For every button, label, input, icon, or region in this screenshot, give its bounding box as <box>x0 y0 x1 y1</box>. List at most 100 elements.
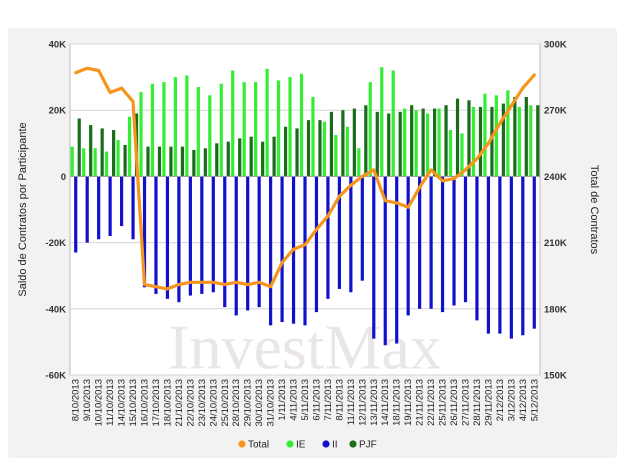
bar-ie <box>391 70 395 177</box>
bar-ie <box>471 106 476 177</box>
bar-ii <box>463 176 468 303</box>
right-axis-ticks: 300K 270K 240K 210K 180K 150K <box>544 40 567 382</box>
bar-ie <box>517 106 521 177</box>
bar-ie <box>299 73 304 177</box>
bar-ie <box>219 83 223 177</box>
bar-ii <box>97 176 101 240</box>
bar-pjf <box>398 111 402 177</box>
left-axis-ticks: 40K 20K 0 -20K -40K -60K <box>45 40 66 382</box>
bar-pjf <box>306 120 311 177</box>
bar-pjf <box>169 146 173 177</box>
bar-ie <box>334 135 338 177</box>
bar-ie <box>196 87 200 177</box>
bar-ie <box>105 151 109 177</box>
legend-label-total: Total <box>248 440 269 451</box>
x-axis-ticks: 8/10/2013 9/10/2013 10/10/2013 11/10/2013 14… <box>71 379 541 427</box>
bar-pjf <box>467 100 471 177</box>
bar-pjf <box>283 126 288 177</box>
bar-ii <box>303 176 307 326</box>
bar-ii <box>326 176 330 299</box>
bar-pjf <box>215 143 219 177</box>
x-tick-label: 18/10/2013 <box>162 379 173 427</box>
x-tick-label: 2/12/2013 <box>495 379 506 421</box>
bar-ie <box>93 148 97 177</box>
y-tick-label: 20K <box>49 106 67 117</box>
bar-ii <box>108 176 112 236</box>
x-tick-label: 29/10/2013 <box>243 379 254 427</box>
x-tick-label: 28/10/2013 <box>231 379 242 427</box>
x-tick-label: 13/11/2013 <box>369 379 380 426</box>
bar-pjf <box>192 149 196 177</box>
x-tick-label: 1/11/2013 <box>277 379 288 421</box>
bar-pjf <box>501 103 505 177</box>
legend-label-pjf: PJF <box>359 440 377 451</box>
bar-pjf <box>238 138 242 177</box>
x-tick-label: 22/11/2013 <box>426 379 437 426</box>
x-tick-label: 14/10/2013 <box>117 379 128 427</box>
bar-ii <box>119 176 124 227</box>
bar-ii <box>486 176 491 334</box>
y-tick-label: -20K <box>45 238 66 249</box>
x-tick-label: 19/11/2013 <box>403 379 414 426</box>
y2-tick-label: 300K <box>544 40 567 51</box>
bar-pjf <box>387 113 391 177</box>
bar-ie <box>322 121 327 177</box>
bar-ii <box>154 176 158 294</box>
bar-ii <box>349 176 353 293</box>
x-tick-label: 4/11/2013 <box>289 379 300 421</box>
x-tick-label: 31/10/2013 <box>266 379 277 427</box>
legend-marker-total <box>238 440 246 448</box>
bar-ii <box>372 176 376 339</box>
bar-pjf <box>180 146 185 177</box>
bar-ie <box>311 96 315 177</box>
bar-ii <box>440 176 445 313</box>
chart-panel: InvestMax 40K 20K 0 -20K -40K -60K 300K 270K 24… <box>8 28 617 458</box>
legend-marker-ie <box>286 440 294 448</box>
x-tick-label: 25/10/2013 <box>220 379 231 427</box>
bar-pjf <box>341 110 345 177</box>
bar-ie <box>460 133 464 177</box>
bar-ii <box>257 176 261 308</box>
bar-ie <box>139 91 143 177</box>
bar-ie <box>288 77 292 177</box>
bar-pjf <box>524 96 528 177</box>
bar-ie <box>448 130 453 177</box>
bar-ii <box>498 176 502 334</box>
bar-ie <box>357 148 361 177</box>
x-tick-label: 4/12/2013 <box>518 379 529 421</box>
bar-ie <box>380 67 384 177</box>
bar-pjf <box>432 108 437 177</box>
x-tick-label: 24/10/2013 <box>208 379 219 427</box>
bar-ie <box>276 80 281 177</box>
bar-ie <box>368 82 372 177</box>
x-tick-label: 12/11/2013 <box>357 379 368 426</box>
bar-ii <box>269 176 273 326</box>
y-tick-label: -60K <box>45 371 66 382</box>
legend-label-ie: IE <box>296 440 306 451</box>
bar-pjf <box>146 146 150 177</box>
x-tick-label: 18/11/2013 <box>392 379 403 426</box>
bar-pjf <box>318 120 322 177</box>
bar-pjf <box>112 130 116 177</box>
bar-ie <box>242 82 246 177</box>
bar-ii <box>74 176 78 253</box>
y-tick-label: 40K <box>49 40 67 51</box>
bar-ii <box>395 176 399 344</box>
bar-ii <box>475 176 479 321</box>
legend: Total IE II PJF <box>238 440 377 451</box>
bar-ii <box>131 176 135 240</box>
bar-ii <box>418 176 422 309</box>
line-total <box>74 66 536 291</box>
bar-pjf <box>272 136 276 177</box>
x-tick-label: 30/10/2013 <box>254 379 265 427</box>
bar-ii <box>337 176 341 289</box>
x-tick-label: 21/10/2013 <box>174 379 185 427</box>
bar-ii <box>452 176 456 306</box>
bar-ie <box>150 83 155 177</box>
x-tick-label: 5/12/2013 <box>529 379 540 421</box>
bar-pjf <box>261 141 265 177</box>
bar-ii <box>406 176 410 316</box>
bar-ie <box>185 75 189 177</box>
bar-pjf <box>490 106 494 177</box>
